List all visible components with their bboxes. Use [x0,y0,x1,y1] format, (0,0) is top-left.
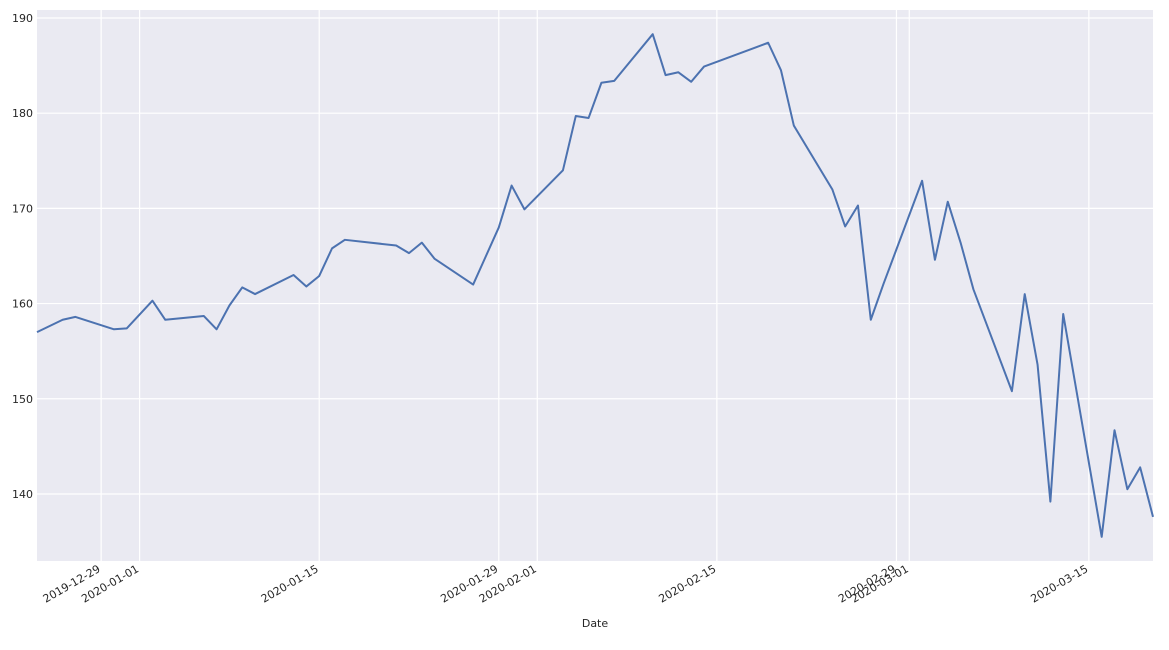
y-tick-label: 190 [12,12,33,25]
x-tick-label: 2020-02-15 [656,562,718,605]
line [36,33,1154,538]
x-tick-label: 2020-01-15 [259,562,321,605]
y-tick-label: 170 [12,202,33,215]
y-tick-label: 150 [12,393,33,406]
x-axis-label: Date [582,617,609,630]
y-tick-label: 140 [12,488,33,501]
plot-area [37,10,1153,561]
y-tick-label: 180 [12,107,33,120]
y-tick-label: 160 [12,298,33,311]
x-tick-label: 2020-03-15 [1028,562,1090,605]
